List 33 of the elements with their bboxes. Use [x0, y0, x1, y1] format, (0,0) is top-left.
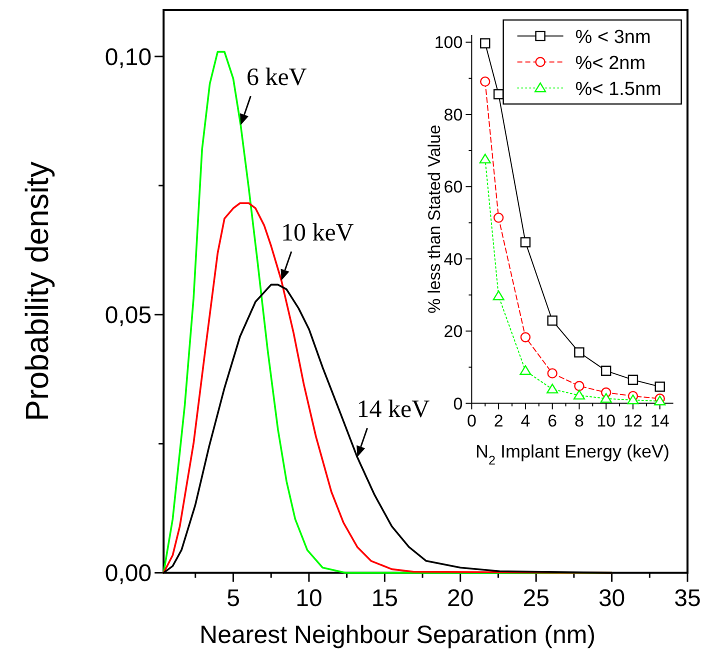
- y-tick-label: 0,10: [104, 44, 152, 71]
- x-axis-title: N$_{2}$ Implant Energy (keV): [475, 441, 670, 468]
- annotation: 6 keV: [246, 64, 307, 92]
- x-tick-label: 30: [598, 584, 626, 612]
- x-tick-label: 4: [520, 411, 530, 430]
- x-tick-label: 15: [371, 584, 398, 612]
- x-tick-label: 12: [624, 411, 642, 430]
- annotation: 14 keV: [356, 396, 430, 424]
- x-tick-label: 8: [574, 411, 584, 430]
- x-tick-label: 14: [650, 411, 670, 430]
- y-axis-title: Probability density: [19, 162, 55, 422]
- annotation: 10 keV: [280, 220, 354, 247]
- y-tick-label: 40: [444, 250, 463, 269]
- x-tick-label: 0: [466, 411, 476, 430]
- x-tick-label: 5: [226, 584, 240, 612]
- x-tick-label: 10: [296, 584, 322, 612]
- x-tick-label: 6: [548, 411, 558, 430]
- x-axis-title: Nearest Neighbour Separation (nm): [200, 620, 596, 649]
- x-tick-label: 10: [596, 411, 616, 430]
- y-tick-label: 0: [453, 394, 463, 414]
- x-tick-label: 35: [674, 584, 701, 612]
- x-tick-label: 25: [522, 584, 550, 612]
- y-tick-label: 0,00: [104, 560, 152, 588]
- legend-label: %< 2nm: [575, 53, 646, 74]
- y-tick-label: 60: [444, 178, 463, 197]
- y-tick-label: 80: [444, 105, 463, 124]
- y-tick-label: 20: [444, 322, 463, 342]
- x-tick-label: 2: [494, 411, 504, 430]
- y-tick-label: 0,05: [104, 302, 152, 330]
- legend-label: %< 1.5nm: [575, 79, 662, 100]
- y-axis-title: % less than Stated Value: [425, 124, 444, 314]
- legend-label: % < 3nm: [575, 27, 651, 48]
- y-tick-label: 100: [434, 33, 463, 52]
